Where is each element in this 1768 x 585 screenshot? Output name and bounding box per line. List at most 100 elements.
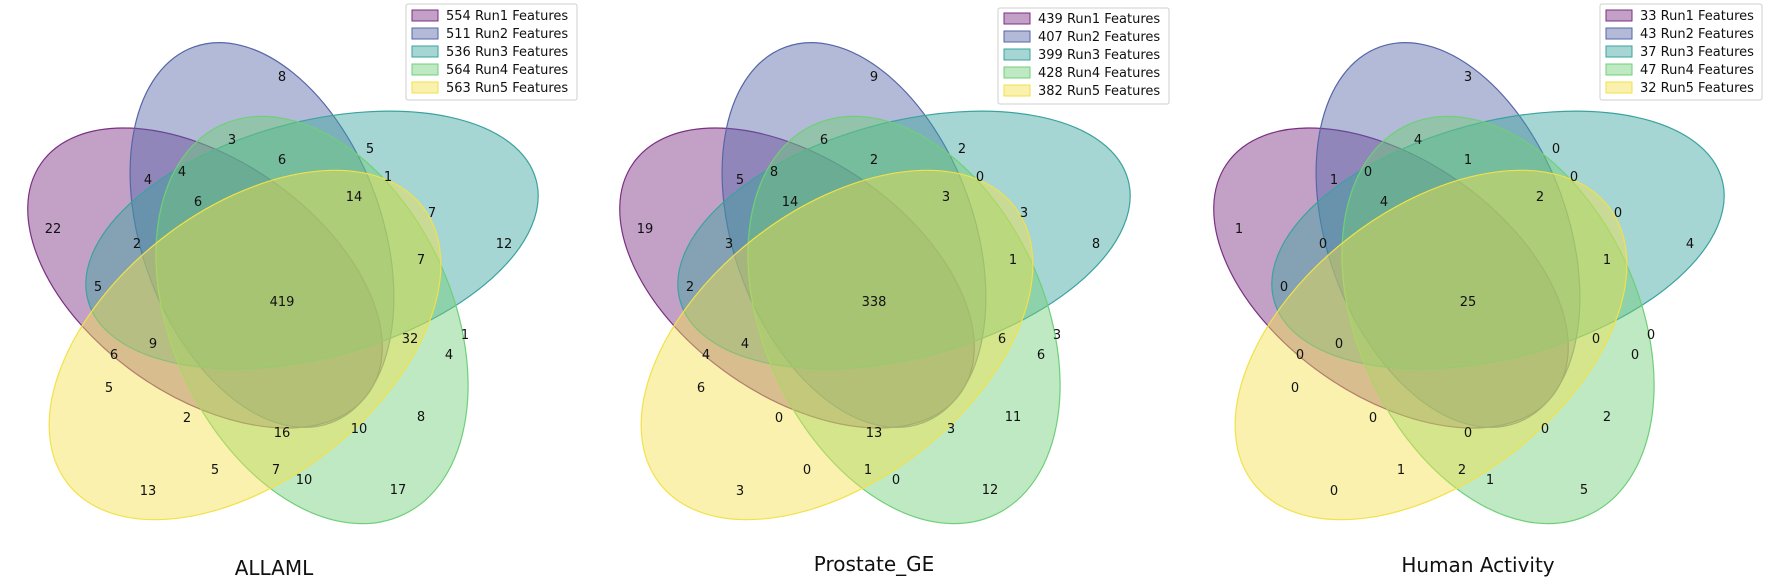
ellipse-run2 — [129, 42, 395, 428]
region-count: 9 — [149, 337, 157, 352]
legend-label-run3: 536 Run3 Features — [446, 45, 568, 60]
legend-label-run5: 32 Run5 Features — [1640, 81, 1754, 96]
legend: 439 Run1 Features 407 Run2 Features 399 … — [997, 7, 1170, 105]
region-count: 8 — [417, 410, 425, 425]
region-count: 19 — [637, 222, 654, 237]
region-count: 0 — [1335, 337, 1343, 352]
region-count: 0 — [1647, 328, 1655, 343]
region-count: 16 — [274, 426, 291, 441]
legend-label-run4: 428 Run4 Features — [1038, 66, 1160, 81]
ellipse-run4 — [155, 115, 469, 525]
region-count: 1 — [1009, 253, 1017, 268]
region-count: 3 — [736, 484, 744, 499]
region-count: 0 — [1631, 348, 1639, 363]
region-count: 25 — [1460, 295, 1477, 310]
region-count: 32 — [402, 332, 419, 347]
region-count: 0 — [1570, 170, 1578, 185]
ellipse-run5 — [640, 169, 1034, 521]
legend-label-run3: 37 Run3 Features — [1640, 45, 1754, 60]
legend-swatch-run1 — [1003, 12, 1031, 25]
legend: 33 Run1 Features 43 Run2 Features 37 Run… — [1599, 3, 1763, 101]
region-count: 5 — [366, 142, 374, 157]
legend-swatch-run5 — [1003, 84, 1031, 97]
legend-label-run1: 439 Run1 Features — [1038, 12, 1160, 27]
region-count: 3 — [942, 190, 950, 205]
legend-swatch-run3 — [1003, 48, 1031, 61]
venn-ellipses — [619, 42, 1131, 525]
legend: 554 Run1 Features 511 Run2 Features 536 … — [405, 3, 578, 101]
region-count: 2 — [133, 237, 141, 252]
legend-swatch-run4 — [1003, 66, 1031, 79]
region-count: 4 — [702, 348, 710, 363]
region-count: 1 — [1464, 153, 1472, 168]
panel-title: ALLAML — [235, 556, 314, 580]
region-count: 6 — [1037, 348, 1045, 363]
region-count: 14 — [346, 190, 363, 205]
legend-swatch-run2 — [411, 27, 439, 40]
region-count: 4 — [1686, 237, 1694, 252]
venn-panel-allaml: 8 3 6 5 4 4 1 22 6 14 7 12 2 7 5 419 1 9… — [27, 3, 578, 580]
region-count: 14 — [782, 195, 799, 210]
legend-label-run5: 563 Run5 Features — [446, 81, 568, 96]
region-count: 4 — [178, 165, 186, 180]
region-count: 8 — [770, 165, 778, 180]
region-count: 22 — [45, 222, 62, 237]
region-count: 2 — [1603, 410, 1611, 425]
legend-label-run4: 564 Run4 Features — [446, 63, 568, 78]
region-count: 6 — [697, 381, 705, 396]
region-count: 2 — [1536, 190, 1544, 205]
region-counts: 3 4 1 0 1 0 0 1 4 2 0 4 0 1 0 25 0 0 0 0… — [1235, 70, 1694, 499]
region-count: 1 — [384, 170, 392, 185]
region-count: 2 — [1458, 463, 1466, 478]
region-count: 2 — [958, 142, 966, 157]
legend-swatch-run4 — [1605, 63, 1633, 76]
legend-swatch-run1 — [411, 9, 439, 22]
legend-label-run2: 511 Run2 Features — [446, 27, 568, 42]
region-count: 1 — [1330, 173, 1338, 188]
region-counts: 8 3 6 5 4 4 1 22 6 14 7 12 2 7 5 419 1 9… — [45, 70, 513, 499]
region-count: 0 — [976, 170, 984, 185]
region-count: 4 — [1380, 195, 1388, 210]
region-count: 4 — [1414, 133, 1422, 148]
venn-ellipses — [1213, 42, 1725, 525]
legend-swatch-run2 — [1003, 30, 1031, 43]
region-count: 3 — [228, 133, 236, 148]
region-count: 6 — [998, 332, 1006, 347]
region-count: 0 — [1364, 165, 1372, 180]
legend-swatch-run5 — [411, 81, 439, 94]
region-count: 0 — [1280, 280, 1288, 295]
region-count: 1 — [1603, 253, 1611, 268]
region-count: 4 — [144, 173, 152, 188]
region-count: 3 — [1464, 70, 1472, 85]
region-count: 1 — [1486, 473, 1494, 488]
legend-label-run4: 47 Run4 Features — [1640, 63, 1754, 78]
region-count: 9 — [870, 70, 878, 85]
ellipse-run3 — [677, 110, 1131, 370]
region-count: 10 — [296, 473, 313, 488]
region-count: 2 — [870, 153, 878, 168]
region-count: 5 — [211, 463, 219, 478]
ellipse-run5 — [48, 169, 442, 521]
venn-panel-human-activity: 3 4 1 0 1 0 0 1 4 2 0 4 0 1 0 25 0 0 0 0… — [1213, 3, 1763, 577]
legend-box — [405, 3, 578, 101]
region-count: 11 — [1005, 410, 1022, 425]
region-count: 13 — [140, 484, 157, 499]
legend-swatch-run1 — [1605, 9, 1633, 22]
region-count: 7 — [428, 206, 436, 221]
region-count: 6 — [194, 195, 202, 210]
region-count: 6 — [278, 153, 286, 168]
region-count: 0 — [1614, 206, 1622, 221]
legend-box — [1599, 3, 1763, 101]
region-count: 0 — [1541, 422, 1549, 437]
legend-label-run1: 554 Run1 Features — [446, 9, 568, 24]
region-count: 0 — [1330, 484, 1338, 499]
region-count: 0 — [1552, 142, 1560, 157]
region-count: 8 — [278, 70, 286, 85]
region-count: 2 — [686, 280, 694, 295]
legend-swatch-run3 — [1605, 45, 1633, 58]
region-count: 0 — [803, 463, 811, 478]
ellipse-run2 — [1315, 42, 1581, 428]
region-count: 5 — [94, 280, 102, 295]
region-count: 7 — [417, 253, 425, 268]
